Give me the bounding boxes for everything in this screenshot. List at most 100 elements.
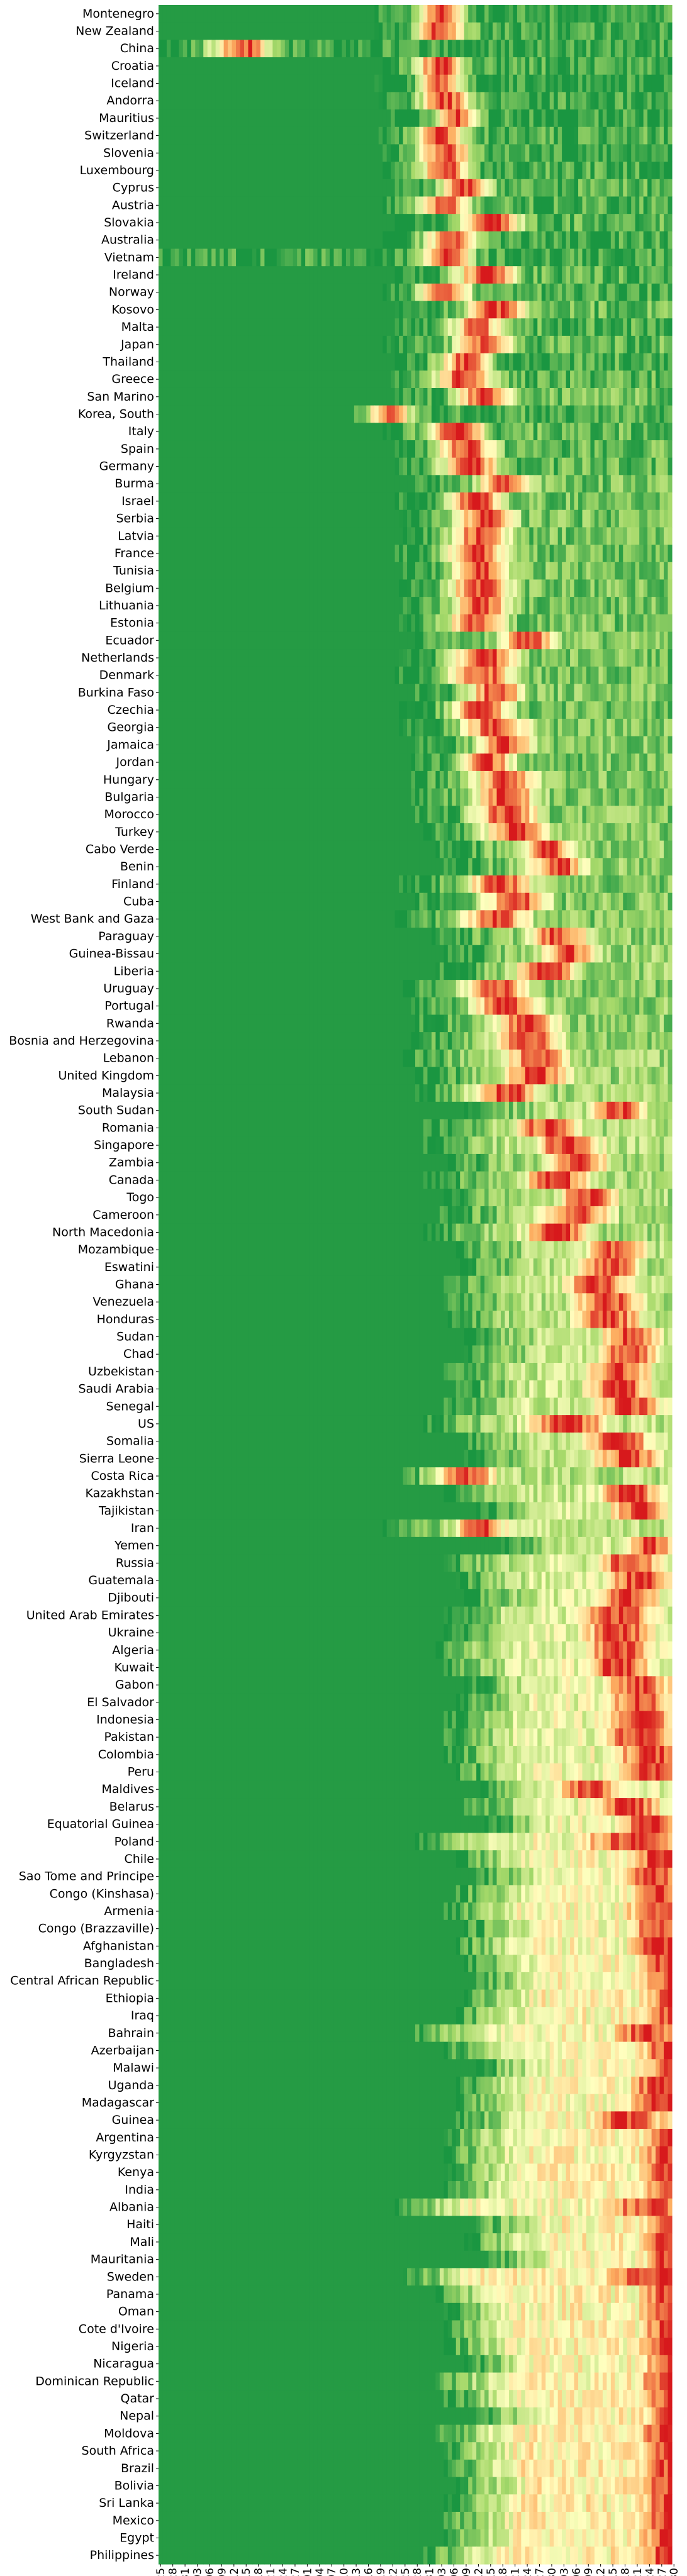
heatmap-cell [435,144,440,162]
heatmap-cell [647,5,652,23]
heatmap-cell [411,510,416,528]
heatmap-cell [542,75,546,92]
heatmap-cell [639,301,644,319]
heatmap-cell [379,109,383,127]
heatmap-cell [411,214,416,231]
heatmap-cell [521,179,525,197]
heatmap-cell [179,179,183,197]
heatmap-cell [224,527,228,545]
heatmap-cell [635,579,640,597]
heatmap-cell [570,597,574,614]
heatmap-cell [264,458,269,475]
heatmap-cell [236,109,240,127]
heatmap-cell [664,179,668,197]
heatmap-cell [170,75,175,92]
heatmap-cell [497,684,501,702]
heatmap-cell [595,527,599,545]
heatmap-cell [333,370,338,388]
heatmap-cell [350,75,354,92]
heatmap-cell [224,388,228,406]
heatmap-cell [562,475,566,492]
heatmap-cell [379,475,383,492]
heatmap-cell [631,458,635,475]
heatmap-cell [647,75,652,92]
heatmap-cell [481,127,485,145]
heatmap-cell [203,597,208,614]
heatmap-cell [391,440,395,458]
heatmap-cell [631,284,635,301]
heatmap-cell [285,214,289,231]
heatmap-cell [395,144,399,162]
heatmap-cell [533,301,538,319]
heatmap-cell [460,162,464,179]
heatmap-cell [272,545,277,562]
heatmap-cell [652,57,656,75]
heatmap-cell [350,231,354,249]
heatmap-cell [452,614,456,632]
heatmap-cell [407,440,411,458]
heatmap-cell [399,57,403,75]
heatmap-cell [448,127,452,145]
heatmap-cell [521,318,525,336]
heatmap-cell [362,266,367,284]
heatmap-cell [586,440,591,458]
heatmap-cell [228,684,232,702]
heatmap-cell [623,370,627,388]
heatmap-cell [187,214,191,231]
heatmap-cell [362,510,367,528]
heatmap-cell [493,231,497,249]
heatmap-cell [162,510,167,528]
heatmap-cell [326,231,330,249]
heatmap-cell [277,527,281,545]
heatmap-cell [656,649,660,667]
heatmap-cell [517,370,522,388]
heatmap-cell [354,440,359,458]
heatmap-cell [517,5,522,23]
heatmap-cell [399,266,403,284]
heatmap-cell [285,144,289,162]
heatmap-cell [484,144,489,162]
heatmap-cell [232,301,237,319]
heatmap-cell [203,423,208,440]
heatmap-cell [525,475,530,492]
heatmap-cell [326,649,330,667]
heatmap-cell [423,440,428,458]
heatmap-cell [583,492,587,510]
heatmap-cell [631,562,635,580]
heatmap-cell [374,649,379,667]
heatmap-cell [399,23,403,40]
heatmap-cell [611,284,615,301]
heatmap-cell [371,423,375,440]
heatmap-cell [456,649,461,667]
heatmap-cell [305,423,310,440]
heatmap-cell [554,40,558,57]
heatmap-cell [460,23,464,40]
heatmap-cell [305,370,310,388]
heatmap-cell [509,562,513,580]
heatmap-cell [346,579,350,597]
heatmap-cell [639,562,644,580]
heatmap-cell [668,57,673,75]
heatmap-cell [472,440,477,458]
heatmap-cell [615,23,619,40]
heatmap-cell [448,545,452,562]
heatmap-cell [211,231,216,249]
heatmap-cell [452,92,456,109]
heatmap-cell [203,649,208,667]
heatmap-cell [191,109,196,127]
heatmap-cell [444,406,448,423]
heatmap-cell [297,667,301,684]
heatmap-cell [619,336,623,353]
heatmap-cell [558,370,562,388]
heatmap-cell [583,388,587,406]
heatmap-cell [452,562,456,580]
heatmap-cell [187,475,191,492]
heatmap-cell [419,370,423,388]
heatmap-cell [371,458,375,475]
heatmap-cell [272,423,277,440]
heatmap-cell [272,5,277,23]
heatmap-cell [203,631,208,649]
heatmap-cell [387,214,391,231]
heatmap-cell [326,144,330,162]
heatmap-cell [264,597,269,614]
